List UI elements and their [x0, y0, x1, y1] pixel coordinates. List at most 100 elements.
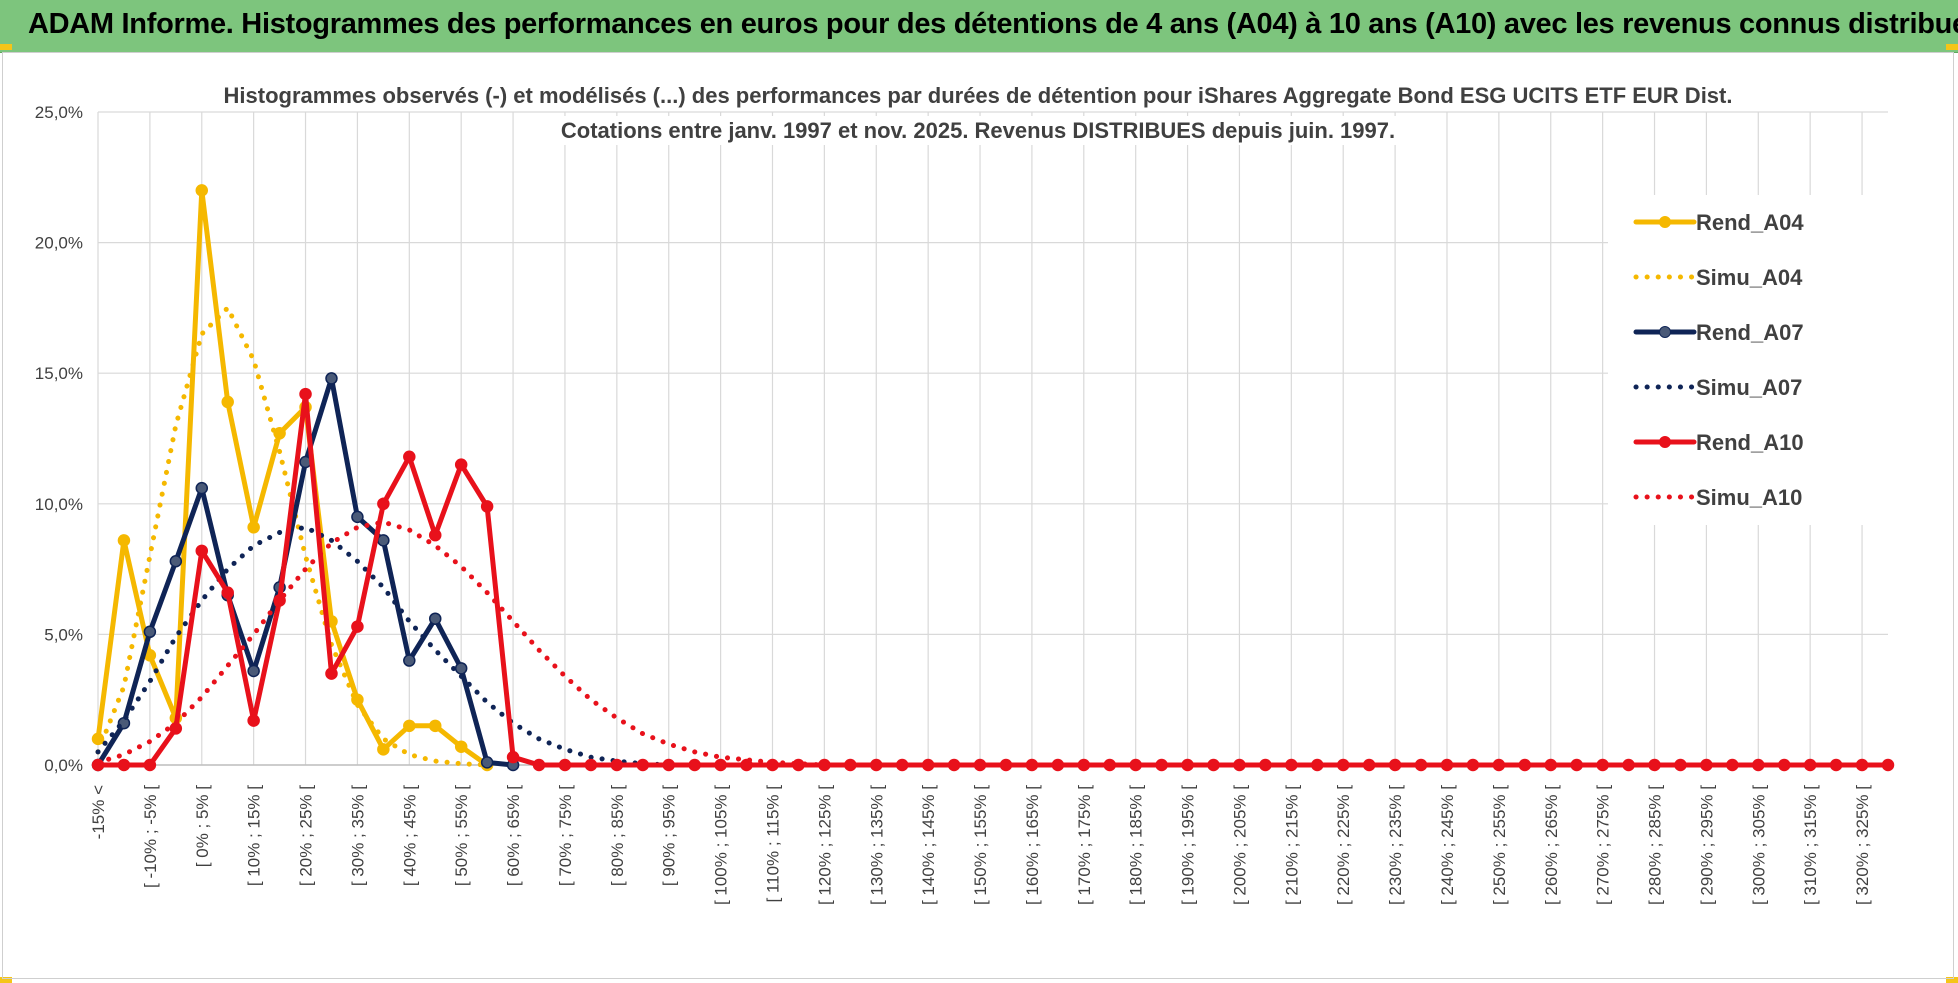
x-tick-label: [ 60% ; 65% [ — [504, 785, 523, 886]
legend-item-simu-a04: Simu_A04 — [1633, 265, 1803, 290]
series-rend-a10 — [91, 387, 1895, 772]
chart-title-line-1: Histogrammes observés (-) et modélisés (… — [224, 83, 1733, 108]
x-tick-label: [ 270% ; 275% [ — [1594, 785, 1613, 905]
data-point — [1051, 758, 1065, 772]
data-point — [532, 758, 546, 772]
legend-item-rend-a04: Rend_A04 — [1633, 210, 1804, 235]
data-point — [1829, 758, 1843, 772]
legend-label: Simu_A07 — [1696, 375, 1802, 400]
x-tick-label: [ 250% ; 255% [ — [1490, 785, 1509, 905]
data-point — [1440, 758, 1454, 772]
data-point — [454, 458, 468, 471]
report-title: ADAM Informe. Histogrammes des performan… — [28, 8, 1958, 40]
x-tick-label: [ 310% ; 315% [ — [1801, 785, 1820, 905]
x-tick-label: [ 300% ; 305% [ — [1749, 785, 1768, 905]
x-tick-label: [ 140% ; 145% [ — [919, 785, 938, 905]
legend-item-simu-a10: Simu_A10 — [1633, 485, 1802, 510]
data-point — [1518, 758, 1532, 772]
data-point — [662, 758, 675, 772]
data-point — [377, 743, 390, 756]
legend-label: Simu_A10 — [1696, 485, 1802, 510]
chart-title-line-2: Cotations entre janv. 1997 et nov. 2025.… — [561, 118, 1395, 143]
data-point — [325, 372, 338, 385]
data-point — [428, 719, 442, 733]
data-point — [195, 481, 209, 495]
x-tick-label: [ 110% ; 115% [ — [763, 785, 782, 903]
legend-item-rend-a10: Rend_A10 — [1633, 430, 1804, 455]
data-point — [1596, 758, 1609, 772]
data-point — [688, 758, 701, 772]
data-point — [506, 750, 520, 764]
data-point — [999, 758, 1013, 772]
data-point — [117, 534, 131, 547]
data-point — [1726, 758, 1739, 772]
data-point — [1025, 758, 1039, 772]
data-point — [921, 758, 935, 772]
data-point — [1752, 758, 1765, 772]
x-tick-label: [ 280% ; 285% [ — [1646, 785, 1665, 905]
data-point — [143, 625, 157, 639]
data-point — [947, 758, 961, 772]
legend-marker — [1659, 216, 1671, 228]
data-point — [91, 758, 105, 772]
data-point — [377, 534, 390, 547]
data-point — [1622, 758, 1635, 772]
legend-item-simu-a07: Simu_A07 — [1633, 375, 1802, 400]
data-point — [1674, 758, 1687, 772]
x-tick-label: [ 180% ; 185% [ — [1127, 785, 1146, 905]
data-point — [480, 756, 494, 769]
series-line — [95, 519, 827, 768]
corner-accent-top-right — [1946, 44, 1958, 50]
x-tick-label: [ 290% ; 295% [ — [1697, 785, 1716, 905]
data-point — [1362, 758, 1376, 772]
data-point — [895, 758, 909, 772]
data-point — [1103, 758, 1116, 772]
y-tick-label: 15,0% — [35, 364, 83, 383]
legend-label: Rend_A04 — [1696, 210, 1804, 235]
y-tick-label: 20,0% — [35, 234, 83, 253]
data-point — [169, 555, 183, 568]
data-point — [558, 758, 572, 772]
x-tick-label: [ 50% ; 55% [ — [452, 785, 471, 886]
data-point — [480, 500, 494, 513]
data-point — [247, 714, 260, 727]
data-point — [325, 667, 338, 680]
x-tick-label: [ 80% ; 85% [ — [608, 785, 627, 886]
chart-title-background — [554, 116, 1402, 145]
data-point — [1414, 758, 1428, 772]
data-point — [1855, 758, 1869, 772]
data-point — [973, 758, 987, 772]
data-point — [844, 758, 857, 772]
x-tick-label: [ 170% ; 175% [ — [1075, 785, 1094, 905]
data-point — [1233, 758, 1246, 772]
y-axis: 0,0% 5,0% 10,0% 15,0% 20,0% 25,0% — [35, 103, 83, 775]
x-tick-label: [ 200% ; 205% [ — [1230, 785, 1249, 905]
y-tick-label: 5,0% — [44, 625, 83, 644]
data-point — [195, 544, 209, 558]
x-tick-label: [ 0% ; 5% [ — [193, 785, 212, 867]
data-point — [403, 450, 416, 464]
legend: Rend_A04 Simu_A04 Rend_A07 Simu_A07 Rend_A10… — [1608, 195, 1888, 525]
data-point — [195, 184, 209, 197]
x-tick-label: [ 260% ; 265% [ — [1542, 785, 1561, 905]
x-tick-label: [ 210% ; 215% [ — [1282, 785, 1301, 905]
x-tick-label: [ 320% ; 325% [ — [1853, 785, 1872, 905]
legend-item-rend-a07: Rend_A07 — [1633, 320, 1804, 345]
legend-background — [1608, 195, 1888, 525]
corner-accent-top-left — [0, 44, 12, 50]
data-point — [1700, 758, 1713, 772]
data-point — [1570, 758, 1583, 772]
data-point — [1181, 758, 1194, 772]
x-tick-label: [ 190% ; 195% [ — [1179, 785, 1198, 905]
data-point — [1155, 758, 1168, 772]
data-point — [351, 620, 364, 633]
chart-title-background — [217, 81, 1739, 110]
data-point — [1803, 758, 1817, 772]
chart-title: Histogrammes observés (-) et modélisés (… — [217, 81, 1739, 145]
legend-label: Rend_A07 — [1696, 320, 1804, 345]
chart-frame — [2, 52, 1954, 979]
data-point — [221, 586, 234, 599]
x-tick-label: [ 40% ; 45% [ — [400, 785, 419, 886]
data-point — [454, 740, 468, 753]
x-tick-label: [ 120% ; 125% [ — [815, 785, 834, 905]
